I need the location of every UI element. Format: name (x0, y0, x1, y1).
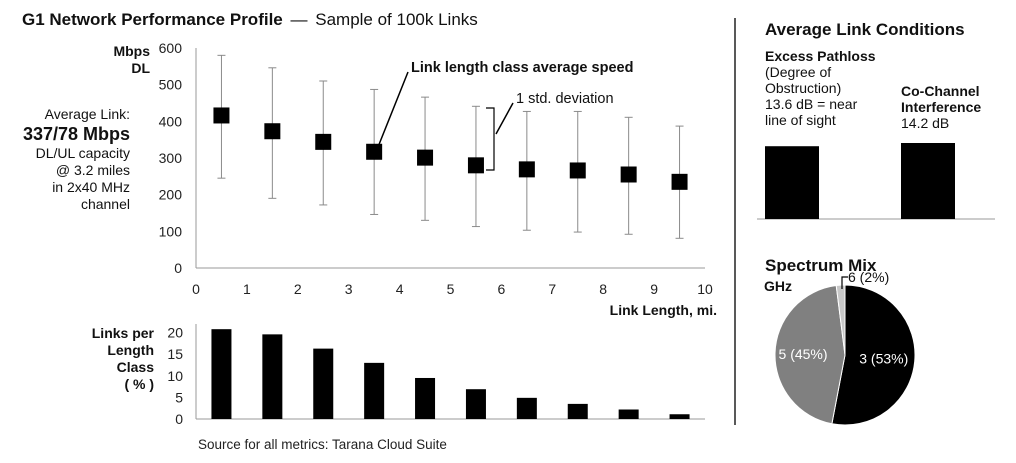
bar-ylabel-line1: Links per (91, 325, 154, 341)
pie-slice (831, 284, 916, 426)
annotation-avg-speed: Link length class average speed (411, 60, 634, 76)
pie-6ghz-leader (841, 276, 848, 289)
average-link-summary: Average Link: 337/78 Mbps DL/UL capacity… (8, 106, 130, 213)
scatter-ytick-label: 300 (159, 150, 183, 166)
length-class-bar (465, 389, 486, 419)
scatter-ytick-label: 0 (174, 260, 182, 276)
interference-name2: Interference (901, 99, 982, 115)
pie-label-6ghz: 6 (2%) (848, 269, 889, 285)
pie-slice (774, 284, 846, 425)
bar-ytick-label: 0 (175, 411, 183, 427)
scatter-xtick-label: 10 (697, 281, 713, 297)
scatter-xtick-label: 4 (396, 281, 404, 297)
conditions-chart (757, 143, 995, 220)
scatter-point (315, 133, 332, 150)
scatter-xtick-label: 0 (192, 281, 200, 297)
interference-name1: Co-Channel (901, 83, 980, 99)
scatter-point (620, 166, 637, 183)
scatter-point (518, 161, 535, 178)
scatter-xtick-label: 6 (498, 281, 506, 297)
scatter-point (671, 173, 688, 190)
scatter-point (417, 149, 434, 166)
average-link-line2: @ 3.2 miles (55, 162, 130, 178)
std-dev-pointer (495, 102, 514, 135)
spectrum-title: Spectrum Mix (765, 256, 877, 275)
pathloss-desc2: Obstruction) (765, 80, 842, 96)
title-separator: — (290, 10, 308, 29)
average-link-heading: Average Link: (44, 106, 130, 122)
avg-speed-pointer (377, 71, 409, 148)
bar-ytick-label: 15 (167, 346, 183, 362)
bar-ytick-label: 5 (175, 389, 183, 405)
pie-label-5ghz: 5 (45%) (779, 346, 828, 362)
scatter-xlabel: Link Length, mi. (609, 302, 717, 318)
source-note: Source for all metrics: Tarana Cloud Sui… (198, 437, 447, 452)
title-main: G1 Network Performance Profile (22, 10, 283, 29)
scatter-ytick-label: 100 (159, 223, 183, 239)
scatter-ylabel-line2: DL (131, 60, 150, 76)
scatter-xtick-label: 1 (243, 281, 251, 297)
scatter-point (213, 107, 230, 124)
scatter-ylabel-line1: Mbps (113, 43, 150, 59)
length-class-bar (415, 377, 436, 419)
bar-chart: 0 5 10 15 20 (167, 324, 705, 427)
average-link-line3: in 2x40 MHz (52, 179, 130, 195)
bar-ytick-label: 20 (167, 325, 183, 341)
interference-value: 14.2 dB (901, 115, 950, 131)
average-link-line1: DL/UL capacity (35, 145, 130, 161)
scatter-xtick-label: 9 (650, 281, 658, 297)
scatter-ytick-label: 500 (159, 77, 183, 93)
std-dev-bracket (486, 107, 495, 171)
scatter-point (467, 157, 484, 174)
bar-ytick-label: 10 (167, 368, 183, 384)
scatter-xtick-label: 2 (294, 281, 302, 297)
scatter-xtick-label: 8 (599, 281, 607, 297)
conditions-title: Average Link Conditions (765, 20, 965, 39)
chart-title: G1 Network Performance Profile — Sample … (22, 10, 478, 30)
scatter-ytick-label: 600 (159, 40, 183, 56)
bar-ylabel-line3: Class (116, 359, 154, 375)
average-link-line4: channel (80, 196, 130, 212)
scatter-ytick-label: 400 (159, 113, 183, 129)
scatter-point (264, 123, 281, 140)
length-class-bar (669, 414, 690, 419)
length-class-bar (516, 397, 537, 419)
pie-chart: 3 (53%) 5 (45%) 6 (2%) (774, 269, 916, 426)
length-class-bar (618, 409, 639, 419)
scatter-xtick-label: 5 (447, 281, 455, 297)
scatter-point (569, 162, 586, 179)
pathloss-label: Excess Pathloss (Degree of Obstruction) … (765, 48, 885, 128)
bar-ylabel-line2: Length (107, 342, 154, 358)
annotation-lines (377, 71, 514, 171)
length-class-bar (211, 329, 232, 419)
spectrum-unit: GHz (764, 278, 792, 294)
pathloss-value2: line of sight (765, 112, 836, 128)
bar-ylabel-line4: ( % ) (124, 376, 154, 392)
scatter-xtick-label: 3 (345, 281, 353, 297)
condition-bar (765, 146, 819, 219)
interference-label: Co-Channel Interference 14.2 dB (901, 83, 1011, 131)
scatter-point (366, 143, 383, 160)
length-class-bar (313, 348, 334, 419)
length-class-bar (364, 362, 385, 419)
pathloss-value: 13.6 dB = near (765, 96, 858, 112)
pie-label-3ghz: 3 (53%) (859, 350, 908, 366)
condition-bar (901, 143, 955, 219)
scatter-xtick-label: 7 (548, 281, 556, 297)
length-class-bar (567, 403, 588, 419)
scatter-ylabel: Mbps DL (100, 43, 150, 77)
scatter-ytick-label: 200 (159, 187, 183, 203)
pie-slice (835, 284, 846, 356)
pathloss-name: Excess Pathloss (765, 48, 876, 64)
bar-ylabel: Links per Length Class ( % ) (80, 325, 154, 393)
title-subtitle: Sample of 100k Links (315, 10, 478, 29)
annotation-std-dev: 1 std. deviation (516, 91, 614, 107)
length-class-bar (262, 334, 283, 419)
average-link-value: 337/78 Mbps (22, 124, 130, 144)
pathloss-desc1: (Degree of (765, 64, 832, 80)
scatter-chart: 0 100 200 300 400 500 600 0 1 2 3 4 5 6 7 8 9 10 (159, 40, 713, 297)
